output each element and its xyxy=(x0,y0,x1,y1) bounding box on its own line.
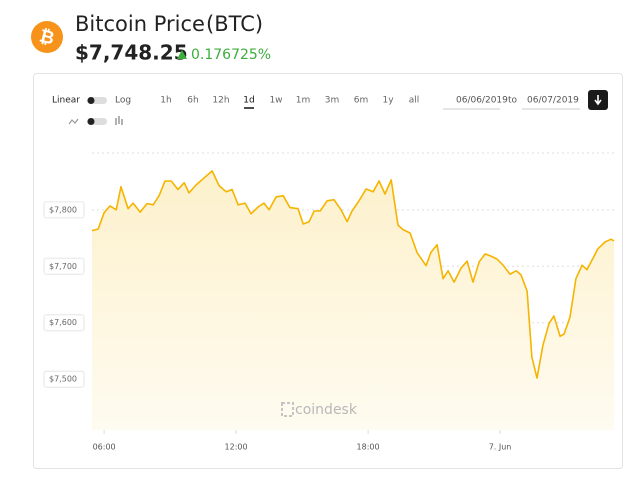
y-tick-label: $7,500 xyxy=(49,375,77,384)
y-tick-label: $7,600 xyxy=(49,318,77,327)
x-tick-label: 18:00 xyxy=(357,443,380,452)
area xyxy=(92,170,614,430)
ticker: (BTC) xyxy=(206,12,263,36)
price: $7,748.25 xyxy=(75,41,188,65)
scale-log[interactable]: Log xyxy=(115,96,131,106)
up-arrow xyxy=(177,50,187,59)
y-tick-box xyxy=(43,314,85,332)
range-button[interactable]: 6m xyxy=(354,96,369,106)
line-icon[interactable] xyxy=(68,118,79,125)
y-tick-box xyxy=(43,370,85,388)
range-button[interactable]: 1y xyxy=(382,96,394,106)
logo xyxy=(31,21,63,53)
logo-glyph: ₿ xyxy=(37,26,56,50)
date-to-word: to xyxy=(508,96,518,106)
price-change: 0.176725% xyxy=(191,47,271,63)
range-button[interactable]: 12h xyxy=(212,96,229,106)
range-button[interactable]: all xyxy=(409,96,420,106)
range-button[interactable]: 1w xyxy=(269,96,282,106)
title: Bitcoin Price xyxy=(75,12,205,36)
download-icon xyxy=(594,95,602,106)
toggle-knob xyxy=(87,97,95,104)
y-tick-box xyxy=(43,257,85,275)
candle-icon[interactable] xyxy=(115,116,123,125)
x-tick-label: 12:00 xyxy=(225,443,248,452)
date-to[interactable]: 06/07/2019 xyxy=(527,96,579,106)
toggle-knob xyxy=(87,118,95,125)
watermark: coindesk xyxy=(295,402,358,418)
x-tick-label: 06:00 xyxy=(93,443,116,452)
y-tick-label: $7,800 xyxy=(49,205,77,214)
y-tick-box xyxy=(43,201,85,219)
range-button[interactable]: 1m xyxy=(296,96,311,106)
y-tick-label: $7,700 xyxy=(49,262,77,271)
date-from[interactable]: 06/06/2019 xyxy=(456,96,508,106)
watermark-icon xyxy=(281,402,294,417)
range-button[interactable]: 1h xyxy=(160,96,171,106)
range-button[interactable]: 6h xyxy=(187,96,198,106)
range-button[interactable]: 3m xyxy=(325,96,340,106)
range-button[interactable]: 1d xyxy=(243,96,254,106)
scale-linear[interactable]: Linear xyxy=(52,96,80,106)
price-line xyxy=(91,170,615,379)
x-tick-label: 7. Jun xyxy=(489,443,512,452)
